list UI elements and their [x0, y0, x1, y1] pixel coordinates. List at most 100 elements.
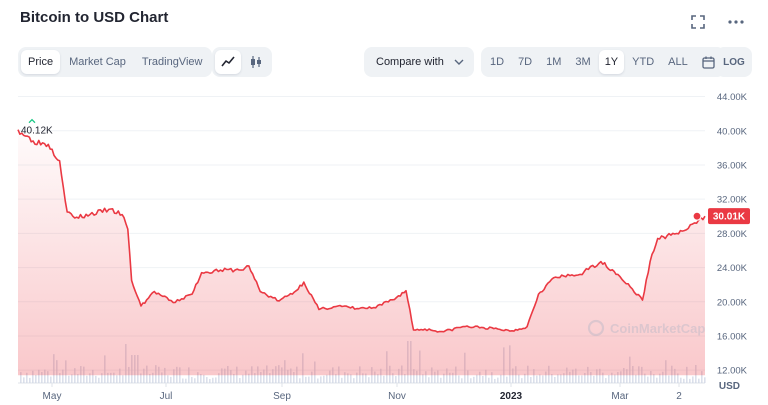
- calendar-icon[interactable]: [696, 50, 722, 74]
- volume-bar: [224, 368, 226, 383]
- volume-bar: [704, 377, 706, 383]
- volume-bar: [428, 377, 430, 383]
- volume-bar: [494, 378, 496, 383]
- volume-bar: [593, 375, 595, 383]
- volume-bar: [41, 372, 43, 383]
- volume-bar: [191, 376, 193, 383]
- current-price-point: [692, 211, 702, 221]
- y-tick-label: 28.00K: [717, 229, 748, 240]
- tab-tradingview[interactable]: TradingView: [141, 56, 203, 68]
- volume-bar: [596, 369, 598, 383]
- volume-bar: [329, 370, 331, 383]
- volume-bar: [341, 377, 343, 383]
- range-all[interactable]: ALL: [668, 56, 688, 68]
- line-chart-icon[interactable]: [215, 50, 241, 74]
- volume-bar: [230, 370, 232, 383]
- range-1m[interactable]: 1M: [546, 56, 562, 68]
- tab-price[interactable]: Price: [21, 50, 61, 74]
- price-line: [17, 129, 706, 333]
- volume-bar: [650, 370, 652, 383]
- volume-bar: [305, 376, 307, 383]
- volume-bar: [668, 375, 670, 383]
- volume-bar: [461, 378, 463, 383]
- compare-with-dropdown[interactable]: Compare with: [364, 47, 474, 77]
- volume-bar: [656, 377, 658, 383]
- volume-bar: [71, 374, 73, 383]
- x-tick-label: May: [43, 391, 62, 402]
- volume-bar: [209, 378, 211, 383]
- volume-bar: [416, 370, 418, 383]
- volume-bar: [47, 371, 49, 383]
- volume-bar: [92, 369, 94, 383]
- volume-bar: [161, 372, 163, 383]
- volume-bar: [563, 373, 565, 383]
- volume-bar: [143, 368, 145, 383]
- volume-bar: [62, 369, 64, 383]
- volume-bar: [215, 377, 217, 383]
- volume-bar: [680, 377, 682, 383]
- volume-bar: [26, 372, 28, 383]
- volume-bar: [68, 375, 70, 383]
- volume-bar: [581, 375, 583, 383]
- volume-bar: [365, 373, 367, 383]
- range-3m[interactable]: 3M: [575, 56, 591, 68]
- x-tick-label: Jul: [160, 391, 173, 402]
- range-ytd[interactable]: YTD: [632, 56, 655, 68]
- more-icon[interactable]: [726, 12, 746, 32]
- volume-bar: [653, 374, 655, 383]
- volume-bar: [374, 371, 376, 383]
- currency-label: USD: [719, 381, 740, 392]
- volume-bar: [479, 371, 481, 383]
- volume-bar: [440, 377, 442, 383]
- volume-bar: [662, 371, 664, 383]
- volume-bar: [557, 374, 559, 383]
- volume-bar: [167, 375, 169, 383]
- up-arrow-icon: [28, 118, 36, 124]
- volume-bar: [317, 378, 319, 383]
- volume-bar: [470, 378, 472, 383]
- chart-type-tabs: Price Market Cap TradingView: [18, 47, 213, 77]
- volume-bar: [437, 370, 439, 383]
- volume-bar: [674, 368, 676, 383]
- volume-bar: [173, 369, 175, 383]
- volume-bar: [485, 369, 487, 383]
- volume-bar: [398, 368, 400, 383]
- volume-bar: [647, 376, 649, 383]
- volume-bar: [140, 373, 142, 383]
- volume-bar: [116, 375, 118, 383]
- range-1y[interactable]: 1Y: [598, 50, 625, 74]
- candlestick-icon[interactable]: [243, 50, 269, 74]
- volume-bar: [239, 378, 241, 383]
- volume-bar: [35, 375, 37, 383]
- volume-bar: [404, 374, 406, 383]
- range-7d[interactable]: 7D: [518, 56, 533, 68]
- x-tick-label: 2: [676, 391, 682, 402]
- volume-bar: [605, 378, 607, 383]
- log-scale-button[interactable]: LOG: [716, 47, 752, 77]
- volume-bar: [536, 375, 538, 383]
- volume-bar: [659, 373, 661, 383]
- fullscreen-icon[interactable]: [688, 12, 708, 32]
- volume-bar: [347, 373, 349, 383]
- volume-bar: [122, 375, 124, 383]
- x-tick-label: Nov: [388, 391, 406, 402]
- volume-bar: [383, 375, 385, 383]
- volume-bar: [113, 372, 115, 383]
- volume-bar: [152, 372, 154, 383]
- volume-bar: [551, 374, 553, 383]
- volume-bar: [608, 375, 610, 383]
- volume-bar: [287, 369, 289, 383]
- range-1d[interactable]: 1D: [490, 56, 505, 68]
- volume-bar: [299, 378, 301, 383]
- volume-bar: [320, 376, 322, 383]
- volume-bar: [290, 368, 292, 383]
- volume-bar: [392, 373, 394, 383]
- volume-bar: [533, 369, 535, 383]
- y-tick-label: 24.00K: [717, 263, 748, 274]
- volume-bar: [614, 374, 616, 383]
- volume-bar: [308, 376, 310, 383]
- volume-bar: [458, 375, 460, 383]
- volume-bar: [344, 372, 346, 383]
- tab-market-cap[interactable]: Market Cap: [69, 56, 126, 68]
